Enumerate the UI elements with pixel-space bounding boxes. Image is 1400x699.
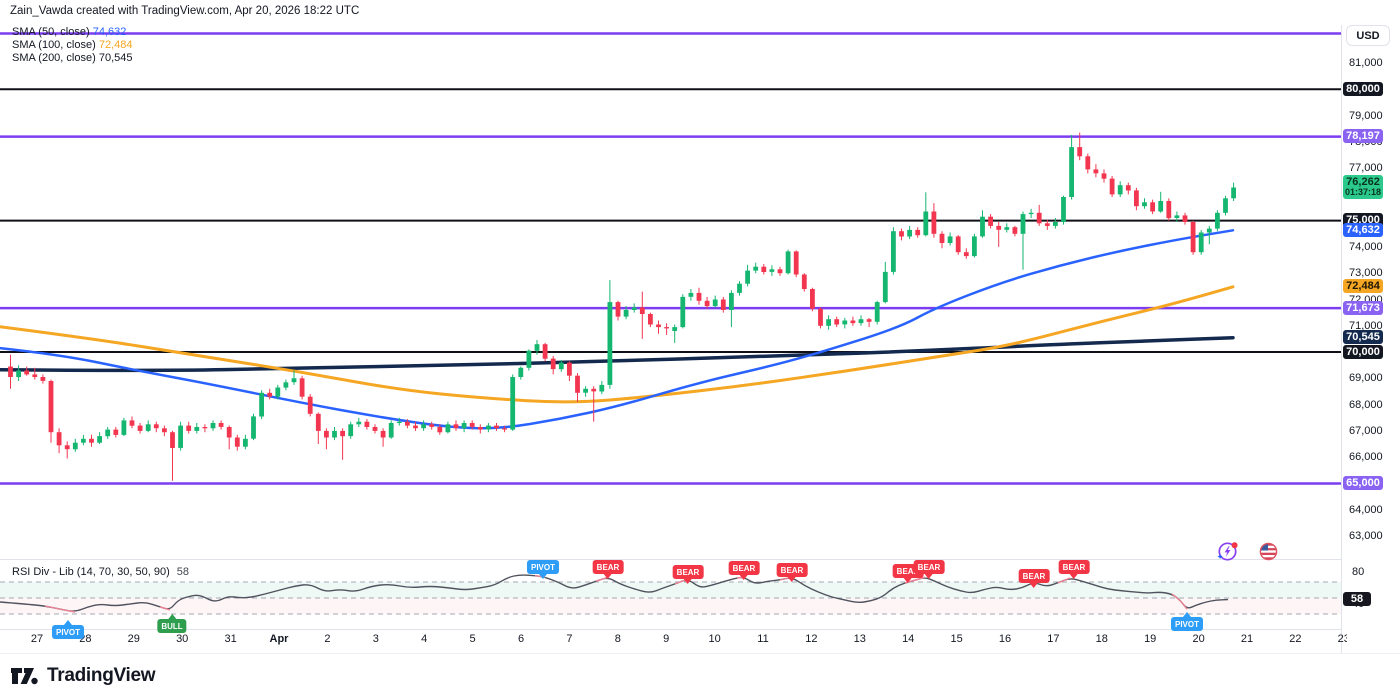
price-axis-badge: 80,000 — [1343, 81, 1383, 96]
price-axis-label: 74,000 — [1349, 240, 1383, 253]
indicator-label: SMA (200, close) — [12, 52, 99, 64]
brand-name: TradingView — [47, 665, 156, 686]
rsi-lower-band — [0, 598, 1341, 614]
rsi-axis-label: 80 — [1352, 566, 1365, 578]
bear-marker-badge: BEAR — [913, 560, 945, 579]
currency-button[interactable]: USD — [1346, 25, 1390, 46]
price-axis-label: 71,000 — [1349, 319, 1383, 332]
pane-divider[interactable] — [0, 559, 1341, 560]
indicator-legend-row[interactable]: SMA (100, close) 72,484 — [12, 39, 132, 52]
rsi-indicator-label: RSI Div - Lib (14, 70, 30, 50, 90) — [12, 566, 170, 578]
pivot-marker-badge: PIVOT — [1170, 612, 1204, 631]
indicator-value: 72,484 — [98, 39, 133, 51]
rsi-divergence-segment — [159, 606, 171, 611]
price-axis-label: 66,000 — [1349, 451, 1383, 464]
price-axis-label: 64,000 — [1349, 503, 1383, 516]
price-axis-badge: 71,673 — [1343, 300, 1383, 315]
candlestick-series — [8, 132, 1236, 481]
rsi-indicator-value: 58 — [176, 566, 189, 578]
price-axis-badge: 70,000 — [1343, 344, 1383, 359]
indicator-value: 74,632 — [92, 26, 127, 38]
price-axis-label: 69,000 — [1349, 372, 1383, 385]
rsi-divergence-segment — [1057, 577, 1071, 584]
us-flag-icon[interactable] — [1257, 540, 1280, 563]
bear-marker-badge: BEAR — [672, 565, 704, 584]
price-axis-badge: 76,262 01:37:18 — [1343, 175, 1383, 199]
rsi-divergence-segment — [1171, 593, 1188, 610]
price-axis-badge: 78,197 — [1343, 129, 1383, 144]
rsi-value-badge: 58 — [1343, 592, 1371, 607]
rsi-upper-band — [0, 582, 1341, 598]
price-axis-label: 63,000 — [1349, 530, 1383, 542]
price-axis-label: 81,000 — [1349, 57, 1383, 69]
indicator-label: SMA (100, close) — [12, 39, 99, 51]
price-axis-divider — [1341, 25, 1342, 653]
lightning-refresh-icon[interactable] — [1216, 540, 1239, 563]
indicator-label: SMA (50, close) — [12, 26, 93, 38]
price-axis-label: 68,000 — [1349, 398, 1383, 411]
price-axis-label: 77,000 — [1349, 162, 1383, 175]
tradingview-logo — [11, 668, 38, 685]
price-axis-badge: 72,484 — [1343, 279, 1383, 294]
price-axis-label: 73,000 — [1349, 267, 1383, 280]
indicator-legend-row[interactable]: SMA (200, close) 70,545 — [12, 52, 132, 65]
indicator-legend[interactable]: SMA (50, close) 74,632 SMA (100, close) 7… — [12, 26, 132, 65]
footer-divider — [0, 653, 1400, 654]
sma-line — [0, 285, 1235, 404]
bear-marker-badge: BEAR — [776, 563, 808, 582]
price-axis-badge: 70,545 — [1343, 330, 1383, 345]
chart-attribution: Zain_Vawda created with TradingView.com,… — [10, 5, 360, 17]
indicator-value: 70,545 — [98, 52, 133, 64]
bear-marker-badge: BEAR — [728, 561, 760, 580]
pivot-marker-badge: PIVOT — [526, 560, 560, 579]
price-axis-label: 67,000 — [1349, 424, 1383, 437]
rsi-legend[interactable]: RSI Div - Lib (14, 70, 30, 50, 90) 58 — [12, 566, 189, 578]
time-axis-divider — [0, 629, 1341, 630]
bear-marker-badge: BEAR — [592, 560, 624, 579]
pivot-marker-badge: PIVOT — [51, 620, 85, 639]
indicator-legend-row[interactable]: SMA (50, close) 74,632 — [12, 26, 132, 39]
price-axis-badge: 65,000 — [1343, 475, 1383, 490]
rsi-divergence-segment — [44, 605, 76, 613]
bull-marker-badge: BULL — [157, 614, 187, 633]
sma-line — [0, 229, 1235, 430]
bear-marker-badge: BEAR — [1018, 569, 1050, 588]
price-axis-label: 79,000 — [1349, 109, 1383, 122]
sma-line — [0, 335, 1235, 373]
bear-marker-badge: BEAR — [1058, 560, 1090, 579]
chart-event-icons — [1216, 540, 1280, 563]
tradingview-logo-link[interactable]: TradingView — [10, 665, 156, 687]
price-axis-badge: 74,632 — [1343, 222, 1383, 237]
